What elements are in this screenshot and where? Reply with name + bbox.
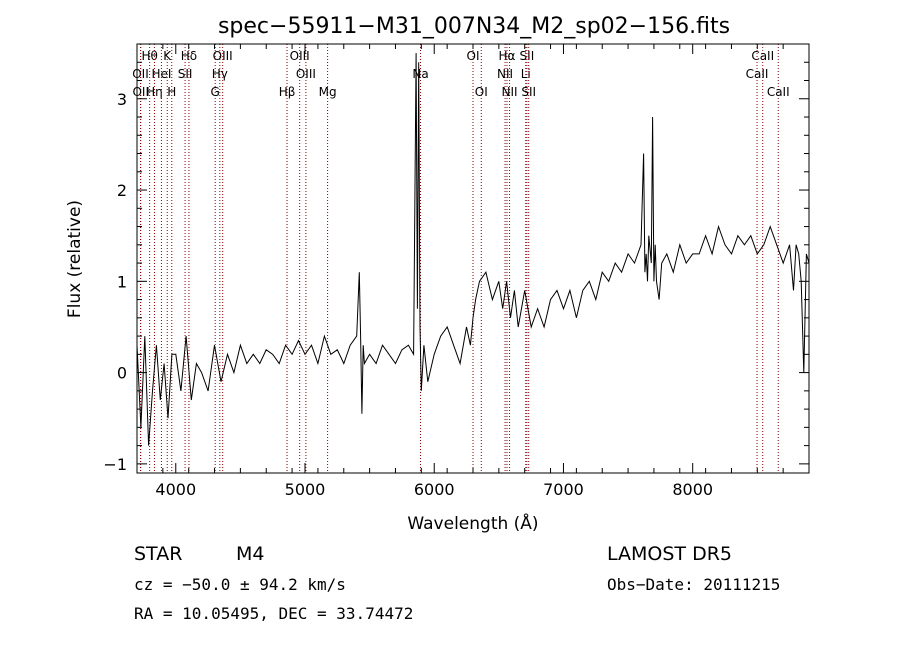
line-marker-label: OIII bbox=[296, 67, 316, 81]
x-axis-label: Wavelength (Å) bbox=[407, 512, 538, 534]
line-marker-label: H bbox=[167, 85, 176, 99]
line-marker-label: Na bbox=[412, 67, 428, 81]
line-marker-label: OI bbox=[467, 49, 480, 63]
y-axis-ticks: −1 0 1 2 3 bbox=[103, 61, 809, 474]
plot-area bbox=[136, 53, 810, 446]
y-tick-label: 3 bbox=[117, 90, 127, 109]
line-marker-label: CaII bbox=[746, 67, 769, 81]
coordinates: RA = 10.05495, DEC = 33.74472 bbox=[134, 604, 413, 623]
line-marker-label: OI bbox=[475, 85, 488, 99]
line-marker-label: SII bbox=[520, 49, 535, 63]
line-marker-label: NII bbox=[497, 67, 513, 81]
x-tick-label: 7000 bbox=[543, 480, 584, 499]
redshift-readout: cz = −50.0 ± 94.2 km/s bbox=[134, 575, 346, 594]
line-marker-label: G bbox=[211, 85, 220, 99]
y-tick-label: 1 bbox=[117, 272, 127, 291]
x-tick-label: 4000 bbox=[155, 480, 196, 499]
line-marker-label: Hθ bbox=[141, 49, 157, 63]
line-marker-label: Li bbox=[521, 67, 531, 81]
object-class: STAR bbox=[134, 543, 182, 565]
x-tick-label: 5000 bbox=[285, 480, 326, 499]
y-tick-label: 2 bbox=[117, 181, 127, 200]
chart-title: spec−55911−M31_007N34_M2_sp02−156.fits bbox=[218, 14, 730, 39]
y-tick-label: 0 bbox=[117, 364, 127, 383]
plot-frame bbox=[136, 43, 810, 474]
obs-date: Obs−Date: 20111215 bbox=[607, 575, 780, 594]
line-marker-label: Hα bbox=[499, 49, 516, 63]
object-subclass: M4 bbox=[236, 543, 264, 565]
line-marker-label: Mg bbox=[319, 85, 337, 99]
line-marker-label: OIII bbox=[213, 49, 233, 63]
line-marker-label: K bbox=[163, 49, 172, 63]
line-marker-label: SII bbox=[178, 67, 193, 81]
line-marker-label: CaII bbox=[751, 49, 774, 63]
line-marker-label: Hδ bbox=[181, 49, 197, 63]
y-tick-label: −1 bbox=[103, 455, 127, 474]
x-tick-label: 6000 bbox=[414, 480, 455, 499]
x-axis-ticks: 4000 5000 6000 7000 8000 bbox=[136, 44, 810, 499]
line-marker-label: Hγ bbox=[212, 67, 228, 81]
line-marker-label: Hβ bbox=[279, 85, 296, 99]
line-marker-label: Hη bbox=[146, 85, 163, 99]
line-marker-label: HeI bbox=[151, 67, 171, 81]
survey-name: LAMOST DR5 bbox=[607, 543, 732, 565]
line-marker-label: OIII bbox=[290, 49, 310, 63]
x-tick-label: 8000 bbox=[672, 480, 713, 499]
spectrum-line bbox=[136, 53, 810, 446]
line-marker-label: SII bbox=[521, 85, 536, 99]
line-marker-label: CaII bbox=[767, 85, 790, 99]
y-axis-label: Flux (relative) bbox=[65, 200, 85, 318]
line-marker-label: NII bbox=[502, 85, 518, 99]
